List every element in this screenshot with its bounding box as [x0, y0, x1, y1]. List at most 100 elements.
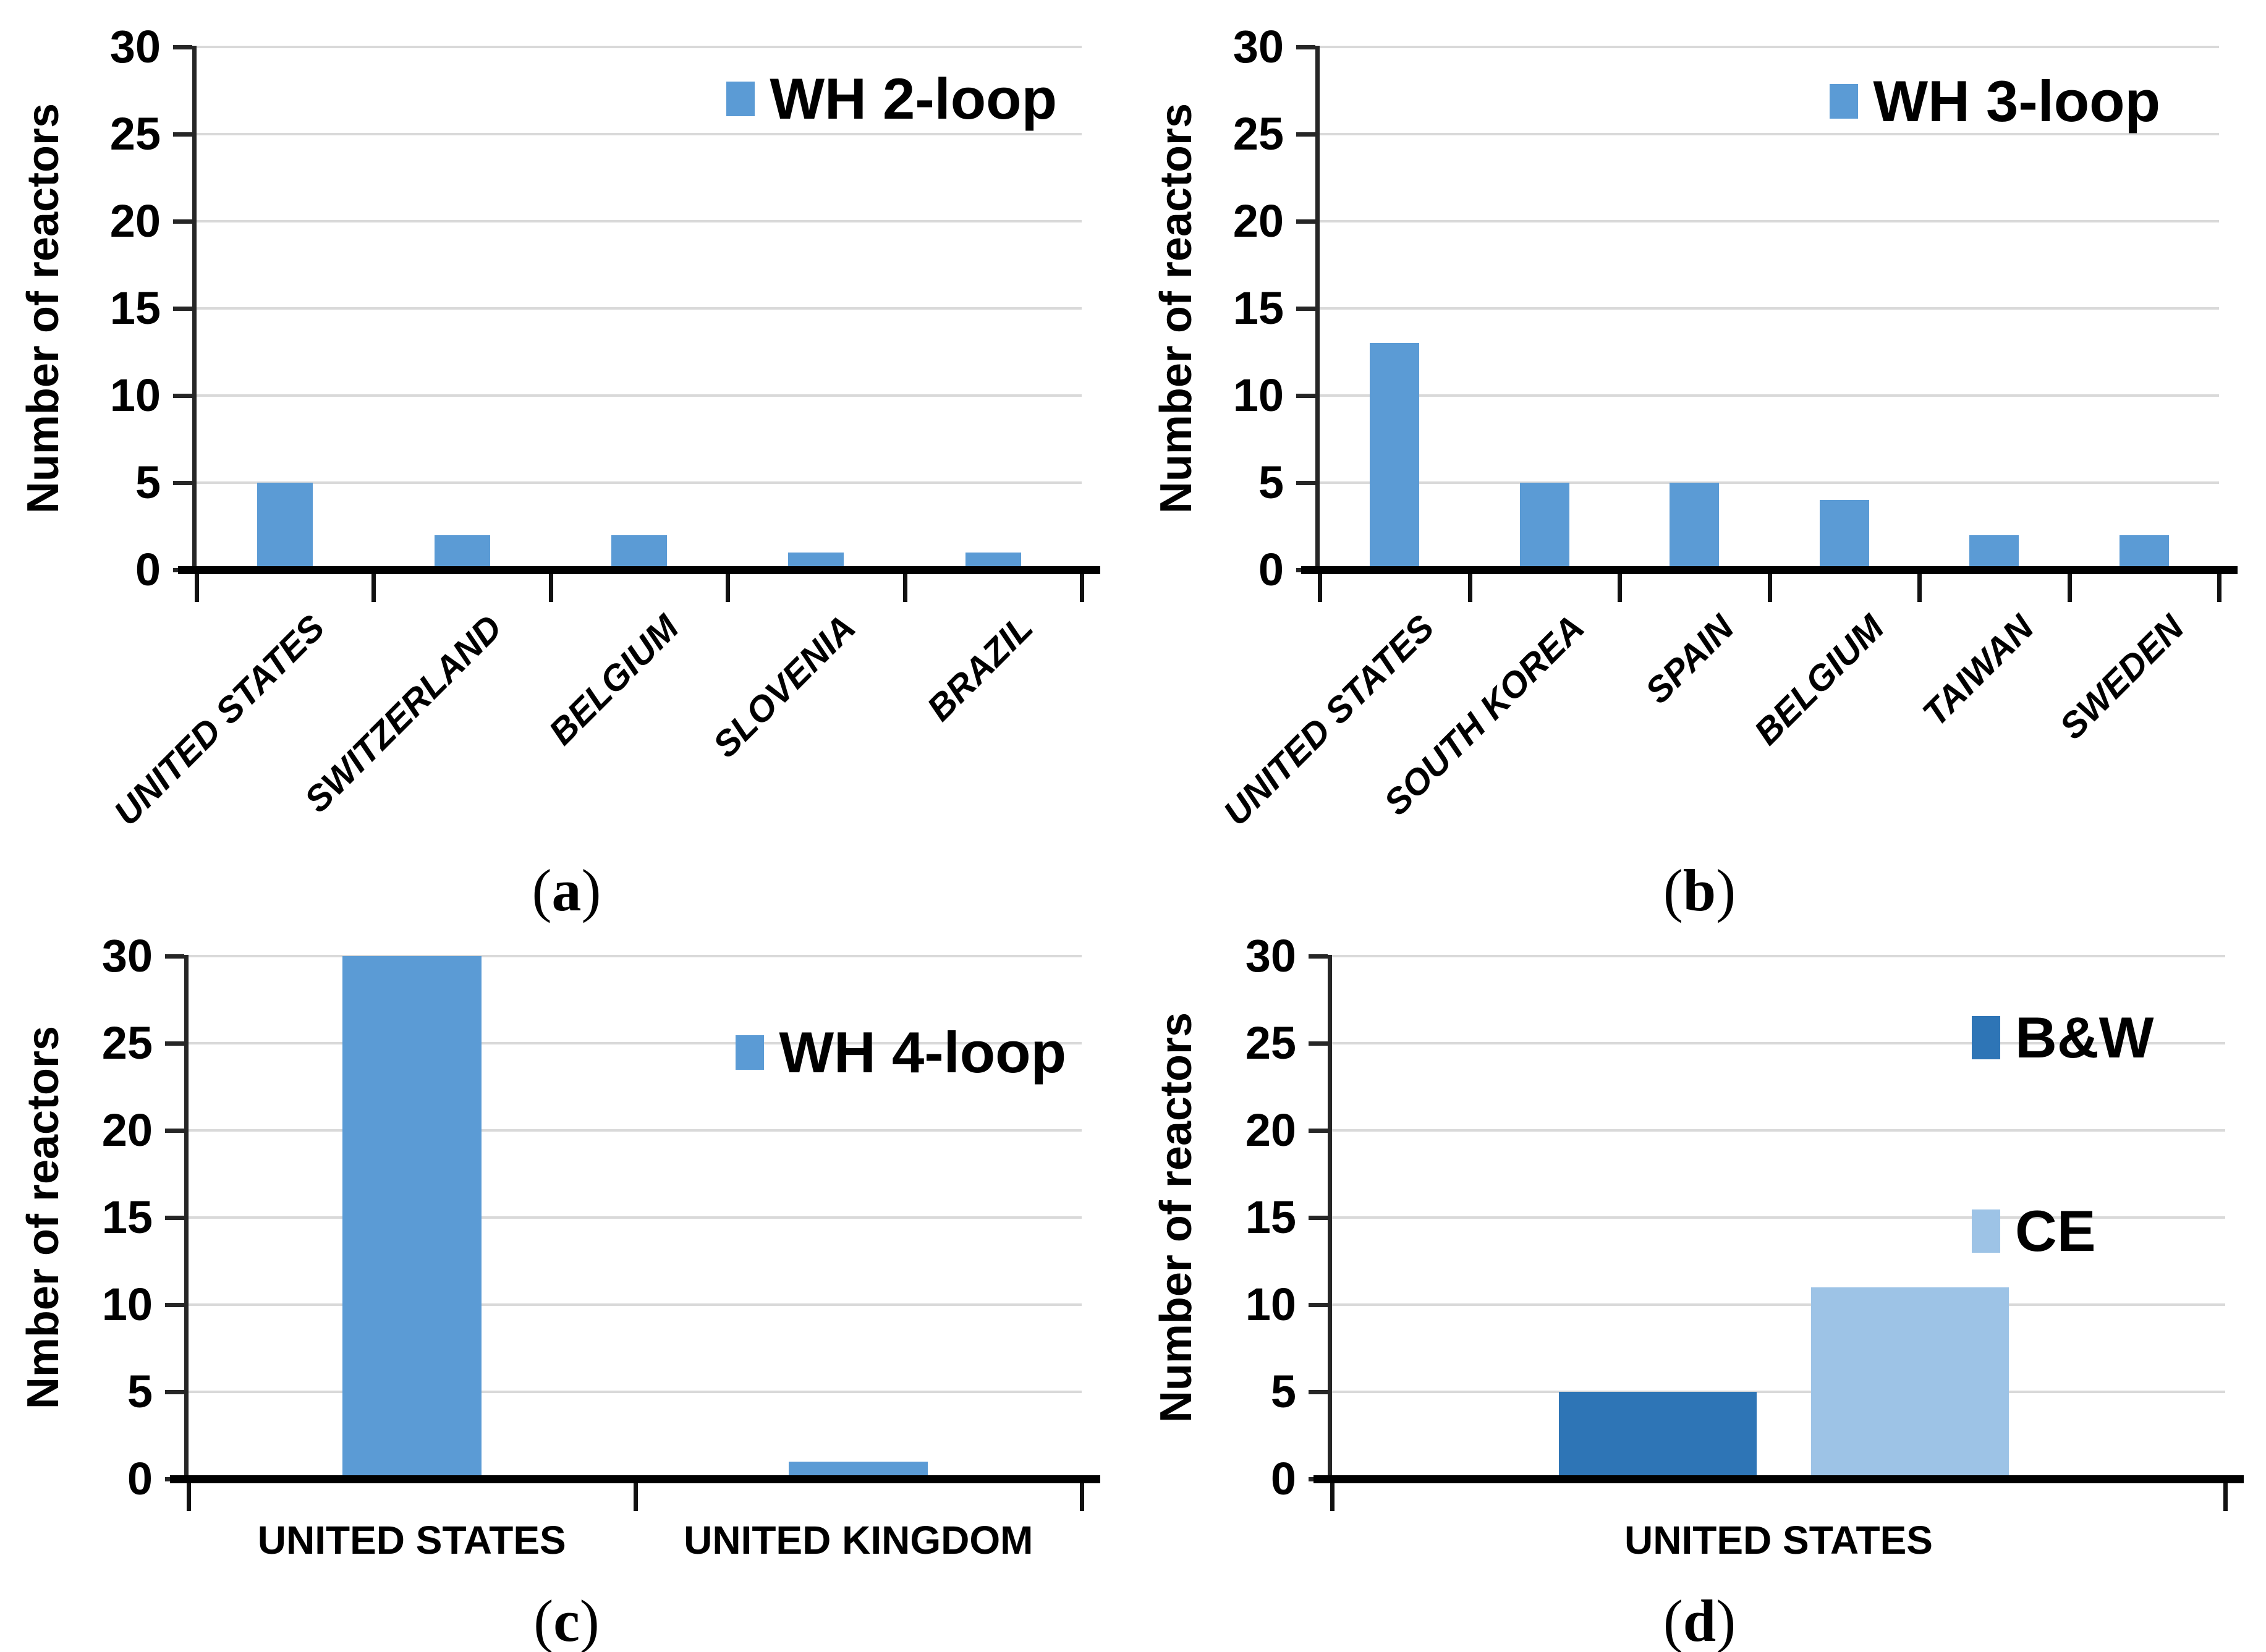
legend-entry: WH 3-loop — [1830, 68, 2160, 135]
x-axis-tick — [902, 574, 907, 602]
panel-caption: (a) — [0, 856, 1133, 925]
x-category-label: TAIWAN — [1915, 607, 2042, 734]
gridline — [189, 1391, 1082, 1393]
x-axis-tick — [1618, 574, 1622, 602]
x-axis-tick — [1080, 1483, 1084, 1511]
gridline — [189, 1303, 1082, 1306]
y-axis-tick — [1296, 394, 1315, 398]
y-axis-tick — [165, 1216, 184, 1220]
bar-wh-4-loop-united-states — [342, 956, 482, 1479]
x-axis-tick — [1467, 574, 1472, 602]
y-tick-label: 25 — [1233, 108, 1284, 159]
legend-entry: B&W — [1972, 1004, 2154, 1071]
gridline — [1332, 1391, 2225, 1393]
y-axis-tick — [165, 954, 184, 959]
y-tick-label: 30 — [1233, 21, 1284, 72]
y-tick-label: 15 — [1233, 282, 1284, 334]
legend-marker-b-w — [1972, 1016, 2000, 1059]
x-axis-tick — [1318, 574, 1322, 602]
caption-letter: c — [553, 1588, 580, 1652]
x-category-label: BELGIUM — [541, 607, 687, 753]
bar-wh-2-loop-belgium — [611, 535, 667, 570]
gridline — [197, 46, 1082, 48]
y-tick-label: 25 — [101, 1017, 153, 1069]
legend-marker-wh-4-loop — [736, 1035, 765, 1070]
gridline — [189, 1042, 1082, 1044]
caption-close: ) — [1716, 1588, 1736, 1652]
x-category-label: SLOVENIA — [705, 607, 864, 766]
y-tick-label: 20 — [109, 195, 161, 247]
y-tick-label: 10 — [109, 370, 161, 421]
legend: WH 4-loop — [736, 1019, 1066, 1086]
legend-label: WH 3-loop — [1873, 69, 2160, 133]
gridline — [1332, 1216, 2225, 1219]
y-axis-tick — [165, 1041, 184, 1046]
legend-entry: WH 2-loop — [726, 66, 1057, 132]
legend: WH 3-loop — [1830, 68, 2160, 135]
chart-panel-c: Nmber of reactors 0 5 10 15 20 25 30 UNITED STAT… — [0, 924, 1133, 1652]
caption-letter: a — [551, 857, 582, 923]
y-tick-label: 30 — [109, 21, 161, 72]
x-category-label: BELGIUM — [1746, 607, 1892, 753]
x-axis-tick — [1330, 1483, 1335, 1511]
legend-label: WH 2-loop — [770, 66, 1057, 131]
y-axis-tick — [1309, 954, 1328, 959]
y-axis-tick — [173, 481, 192, 485]
x-axis-tick — [633, 1483, 638, 1511]
legend-marker-ce — [1972, 1209, 2000, 1253]
y-axis-line — [192, 46, 197, 571]
chart-panel-d: Number of reactors 0 5 10 15 20 25 30 UNITED STA… — [1133, 924, 2266, 1652]
caption-open: ( — [533, 1588, 554, 1652]
legend-label: CE — [2015, 1198, 2096, 1263]
caption-open: ( — [532, 857, 552, 923]
y-tick-label: 20 — [101, 1104, 153, 1156]
y-axis-tick — [1309, 1303, 1328, 1307]
x-axis-tick — [2067, 574, 2072, 602]
y-axis-tick — [173, 45, 192, 49]
y-tick-label: 5 — [1270, 1366, 1296, 1417]
legend-marker-wh-3-loop — [1830, 84, 1859, 119]
y-tick-label: 10 — [1245, 1279, 1296, 1330]
y-tick-label: 5 — [127, 1366, 153, 1417]
x-axis-line — [170, 1475, 1100, 1483]
bar-wh-3-loop-taiwan — [1969, 535, 2019, 570]
legend: B&W CE — [1972, 1004, 2154, 1264]
legend-label: WH 4-loop — [779, 1020, 1066, 1085]
bar-wh-2-loop-united-states — [257, 483, 313, 570]
y-axis-tick — [1296, 307, 1315, 311]
caption-letter: d — [1683, 1588, 1716, 1652]
x-axis-line — [1313, 1475, 2244, 1483]
bar-wh-3-loop-united-states — [1370, 343, 1419, 570]
legend: WH 2-loop — [726, 66, 1057, 132]
gridline — [1332, 1303, 2225, 1306]
panel-caption: (c) — [0, 1586, 1133, 1652]
plot-area — [1320, 46, 2219, 570]
x-category-label: UNITED STATES — [1624, 1518, 1933, 1562]
panel-caption: (d) — [1133, 1586, 2266, 1652]
y-tick-label: 0 — [1258, 544, 1284, 595]
y-axis-tick — [1309, 1390, 1328, 1394]
y-axis-tick — [1296, 45, 1315, 49]
caption-close: ) — [1716, 857, 1736, 923]
y-axis-tick — [165, 1129, 184, 1133]
gridline — [197, 394, 1082, 397]
plot-area — [1332, 955, 2225, 1479]
bar-wh-3-loop-spain — [1670, 483, 1719, 570]
x-category-label: UNITED KINGDOM — [684, 1518, 1033, 1562]
y-tick-label: 15 — [101, 1192, 153, 1243]
y-axis-line — [184, 955, 189, 1480]
x-axis-tick — [2223, 1483, 2228, 1511]
y-tick-label: 10 — [101, 1279, 153, 1330]
gridline — [1320, 220, 2219, 222]
gridline — [1332, 1129, 2225, 1132]
gridline — [1332, 955, 2225, 957]
gridline — [197, 220, 1082, 222]
y-axis-tick — [1309, 1129, 1328, 1133]
legend-label: B&W — [2015, 1005, 2154, 1070]
x-axis-line — [178, 566, 1100, 574]
caption-open: ( — [1663, 1588, 1683, 1652]
gridline — [197, 133, 1082, 135]
y-tick-label: 30 — [101, 930, 153, 981]
bar-ce-united-states — [1811, 1287, 2009, 1479]
gridline — [189, 1129, 1082, 1132]
